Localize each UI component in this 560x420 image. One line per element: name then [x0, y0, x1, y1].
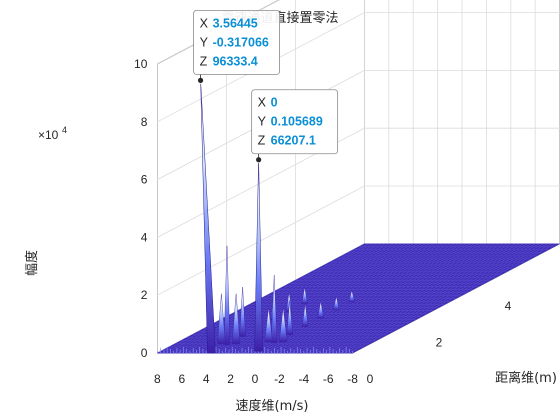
x-tick-3: 2: [227, 372, 234, 386]
peak-0-ridge-2: [239, 287, 246, 337]
z-gridline-2: [157, 127, 560, 238]
datatip-0-y-value: -0.317066: [213, 35, 269, 49]
z-tick-0: 0: [141, 346, 148, 360]
peak-1-side-1: [264, 307, 273, 343]
x-axis-label: 速度维(m/s): [236, 398, 309, 414]
y-tick-2: 4: [505, 299, 512, 313]
peak-0-ridge-6: [301, 287, 308, 305]
datatip-0-x-value: 3.56445: [213, 16, 258, 30]
x-tick-0: 8: [154, 372, 161, 386]
datatip-0-y-key: Y: [200, 35, 209, 49]
z-tick-1: 2: [141, 288, 148, 302]
peak-0: [200, 80, 216, 354]
x-tick-5: -2: [274, 372, 285, 386]
peak-1-ridge-5: [333, 296, 340, 311]
x-tick-4: 0: [252, 372, 259, 386]
datatip-1-x-key: X: [258, 96, 267, 110]
grid-lines: [156, 0, 560, 354]
peak-1-ridge-1: [270, 274, 278, 344]
z-tick-2: 4: [141, 230, 148, 244]
datatip-1-x-value: 0: [271, 96, 278, 110]
z-tick-3: 6: [141, 173, 148, 187]
peak-1-ridge-4: [317, 301, 324, 319]
y-axis-label: 距离维(m): [495, 370, 557, 386]
datatip-0-z-value: 96333.4: [213, 54, 258, 68]
datatip-1-y-key: Y: [258, 115, 267, 129]
datatip-1-box: [251, 89, 339, 155]
z-tick-4: 8: [141, 115, 148, 129]
datatip-1: X 0Y 0.105689 Z 66207.1: [251, 89, 339, 160]
datatip-1-z-value: 66207.1: [271, 134, 316, 148]
peak-0-side-0: [231, 293, 241, 345]
z-tick-5: 10: [134, 57, 148, 71]
peak-1-ridge-3: [301, 303, 309, 327]
z-axis-label: 幅度: [24, 250, 40, 276]
z-gridline-3: [157, 70, 560, 180]
z-exponent-base: ×10: [38, 128, 59, 142]
x-tick-2: 4: [203, 372, 210, 386]
y-tick-1: 2: [436, 336, 443, 350]
x-tick-8: -8: [347, 372, 358, 386]
datatip-0-z-key: Z: [200, 54, 208, 68]
peak-1-ridge-6: [348, 289, 356, 303]
x-tick-6: -4: [298, 372, 309, 386]
z-exponent-power: 4: [62, 125, 67, 135]
datatip-1-y-value: 0.105689: [271, 115, 323, 129]
peak-0-ridge-1: [223, 245, 231, 345]
peak-1-side-0: [278, 307, 288, 343]
datatip-0-x-key: X: [200, 16, 209, 30]
datatip-1-z-key: Z: [258, 134, 266, 148]
y-tick-0: 0: [367, 372, 374, 386]
datatip-0-box: [193, 9, 280, 75]
peak-0-side-1: [217, 293, 226, 345]
peak-1: [254, 159, 263, 352]
datatip-0: X 3.56445 Y -0.317066 Z 96333.4: [193, 9, 280, 81]
peak-1-ridge-2: [286, 300, 293, 335]
x-tick-7: -6: [323, 372, 334, 386]
z-exponent: ×10 4: [38, 125, 67, 142]
peaks: [197, 76, 356, 354]
x-tick-1: 6: [178, 372, 185, 386]
